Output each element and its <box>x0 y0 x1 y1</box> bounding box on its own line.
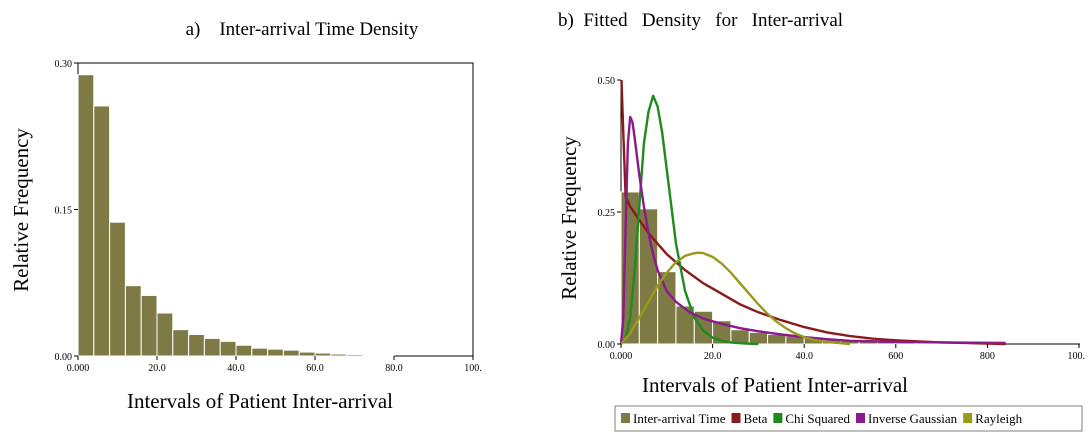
series-line-rayleigh <box>620 251 851 346</box>
x-tick-label: 100. <box>1068 351 1086 362</box>
bar <box>330 353 348 357</box>
histogram-bar <box>748 331 769 345</box>
x-tick-label: 40.0 <box>227 363 245 374</box>
histogram-bar <box>767 333 787 345</box>
x-tick-label: 800 <box>980 351 995 362</box>
chart-b-y-axis-label: Relative Frequency <box>557 136 581 300</box>
chart-a: a) Inter-arrival Time Density 0.000.150.… <box>9 19 482 413</box>
chart-a-y-axis-label: Relative Frequency <box>9 128 33 292</box>
x-tick-label: 0.000 <box>610 351 633 362</box>
y-tick-label: 0.15 <box>55 206 73 217</box>
chart-b-ticks: 0.00 0.25 0.50 0.000 20.0 40.0 600 800 100. <box>598 76 1086 362</box>
y-tick-label: 0.25 <box>598 208 616 219</box>
bar <box>251 347 269 357</box>
bar <box>156 312 174 357</box>
bar <box>346 354 363 357</box>
legend-label: Inverse Gaussian <box>868 411 958 426</box>
bar <box>235 344 253 357</box>
x-tick-label: 100. <box>464 363 482 374</box>
bar <box>298 351 316 357</box>
legend-label: Rayleigh <box>975 411 1022 426</box>
bar <box>314 352 332 357</box>
chart-a-bars <box>77 74 395 357</box>
bar <box>93 105 111 357</box>
bar <box>203 337 221 357</box>
legend-item: Inverse Gaussian <box>856 411 958 426</box>
legend-item: Beta <box>731 411 768 426</box>
x-tick-label: 20.0 <box>148 363 166 374</box>
legend-label: Chi Squared <box>785 411 850 426</box>
chart-b-title: b) Fitted Density for Inter-arrival <box>558 10 843 31</box>
y-tick-label: 0.00 <box>55 352 73 363</box>
chart-b-legend: Inter-arrival Time Beta Chi Squared Inverse… <box>614 405 1083 432</box>
legend-swatch <box>731 413 741 423</box>
x-tick-label: 20.0 <box>704 351 722 362</box>
legend-item: Rayleigh <box>963 411 1023 426</box>
bar <box>361 354 379 357</box>
bar <box>219 340 237 357</box>
bar <box>172 329 190 357</box>
x-tick-label: 0.000 <box>67 363 90 374</box>
chart-a-title: a) Inter-arrival Time Density <box>186 19 419 40</box>
x-tick-label: 60.0 <box>306 363 324 374</box>
x-tick-label: 600 <box>888 351 903 362</box>
x-tick-label: 80.0 <box>385 363 403 374</box>
chart-a-ticks: 0.00 0.15 0.30 0.000 20.0 40.0 60.0 80.0 100. <box>55 59 482 374</box>
legend-label: Beta <box>744 411 768 426</box>
chart-b-x-axis-label: Intervals of Patient Inter-arrival <box>642 373 908 397</box>
chart-b-fitted-curves <box>619 79 1006 346</box>
legend-swatch <box>856 413 865 423</box>
bar <box>282 349 300 357</box>
legend-swatch <box>963 413 973 423</box>
y-tick-label: 0.00 <box>598 340 616 351</box>
legend-item: Inter-arrival Time <box>621 411 726 426</box>
legend-box <box>614 405 1083 432</box>
bar <box>109 221 126 357</box>
legend-item: Chi Squared <box>773 411 850 426</box>
x-tick-label: 40.0 <box>795 351 813 362</box>
y-tick-label: 0.50 <box>598 76 616 87</box>
chart-a-x-axis-label: Intervals of Patient Inter-arrival <box>127 389 393 413</box>
y-tick-label: 0.30 <box>55 59 73 70</box>
series-line-chi-squared <box>620 94 759 346</box>
bar <box>124 285 142 357</box>
legend-swatch <box>621 413 630 423</box>
bar <box>77 74 95 357</box>
series-line-inverse-gaussian <box>619 115 1006 345</box>
bar <box>140 294 158 357</box>
bar <box>188 334 205 357</box>
legend-label: Inter-arrival Time <box>633 411 726 426</box>
bar <box>267 348 284 357</box>
legend-swatch <box>773 413 783 423</box>
chart-b: b) Fitted Density for Inter-arrival 0.00… <box>557 10 1086 432</box>
chart-b-histogram <box>620 191 988 345</box>
